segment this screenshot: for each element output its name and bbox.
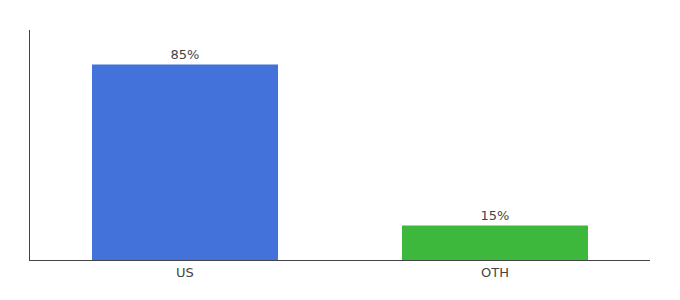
svg-text:85%: 85% xyxy=(171,47,200,62)
svg-text:OTH: OTH xyxy=(481,265,509,280)
svg-text:US: US xyxy=(176,265,194,280)
svg-text:15%: 15% xyxy=(481,208,510,223)
